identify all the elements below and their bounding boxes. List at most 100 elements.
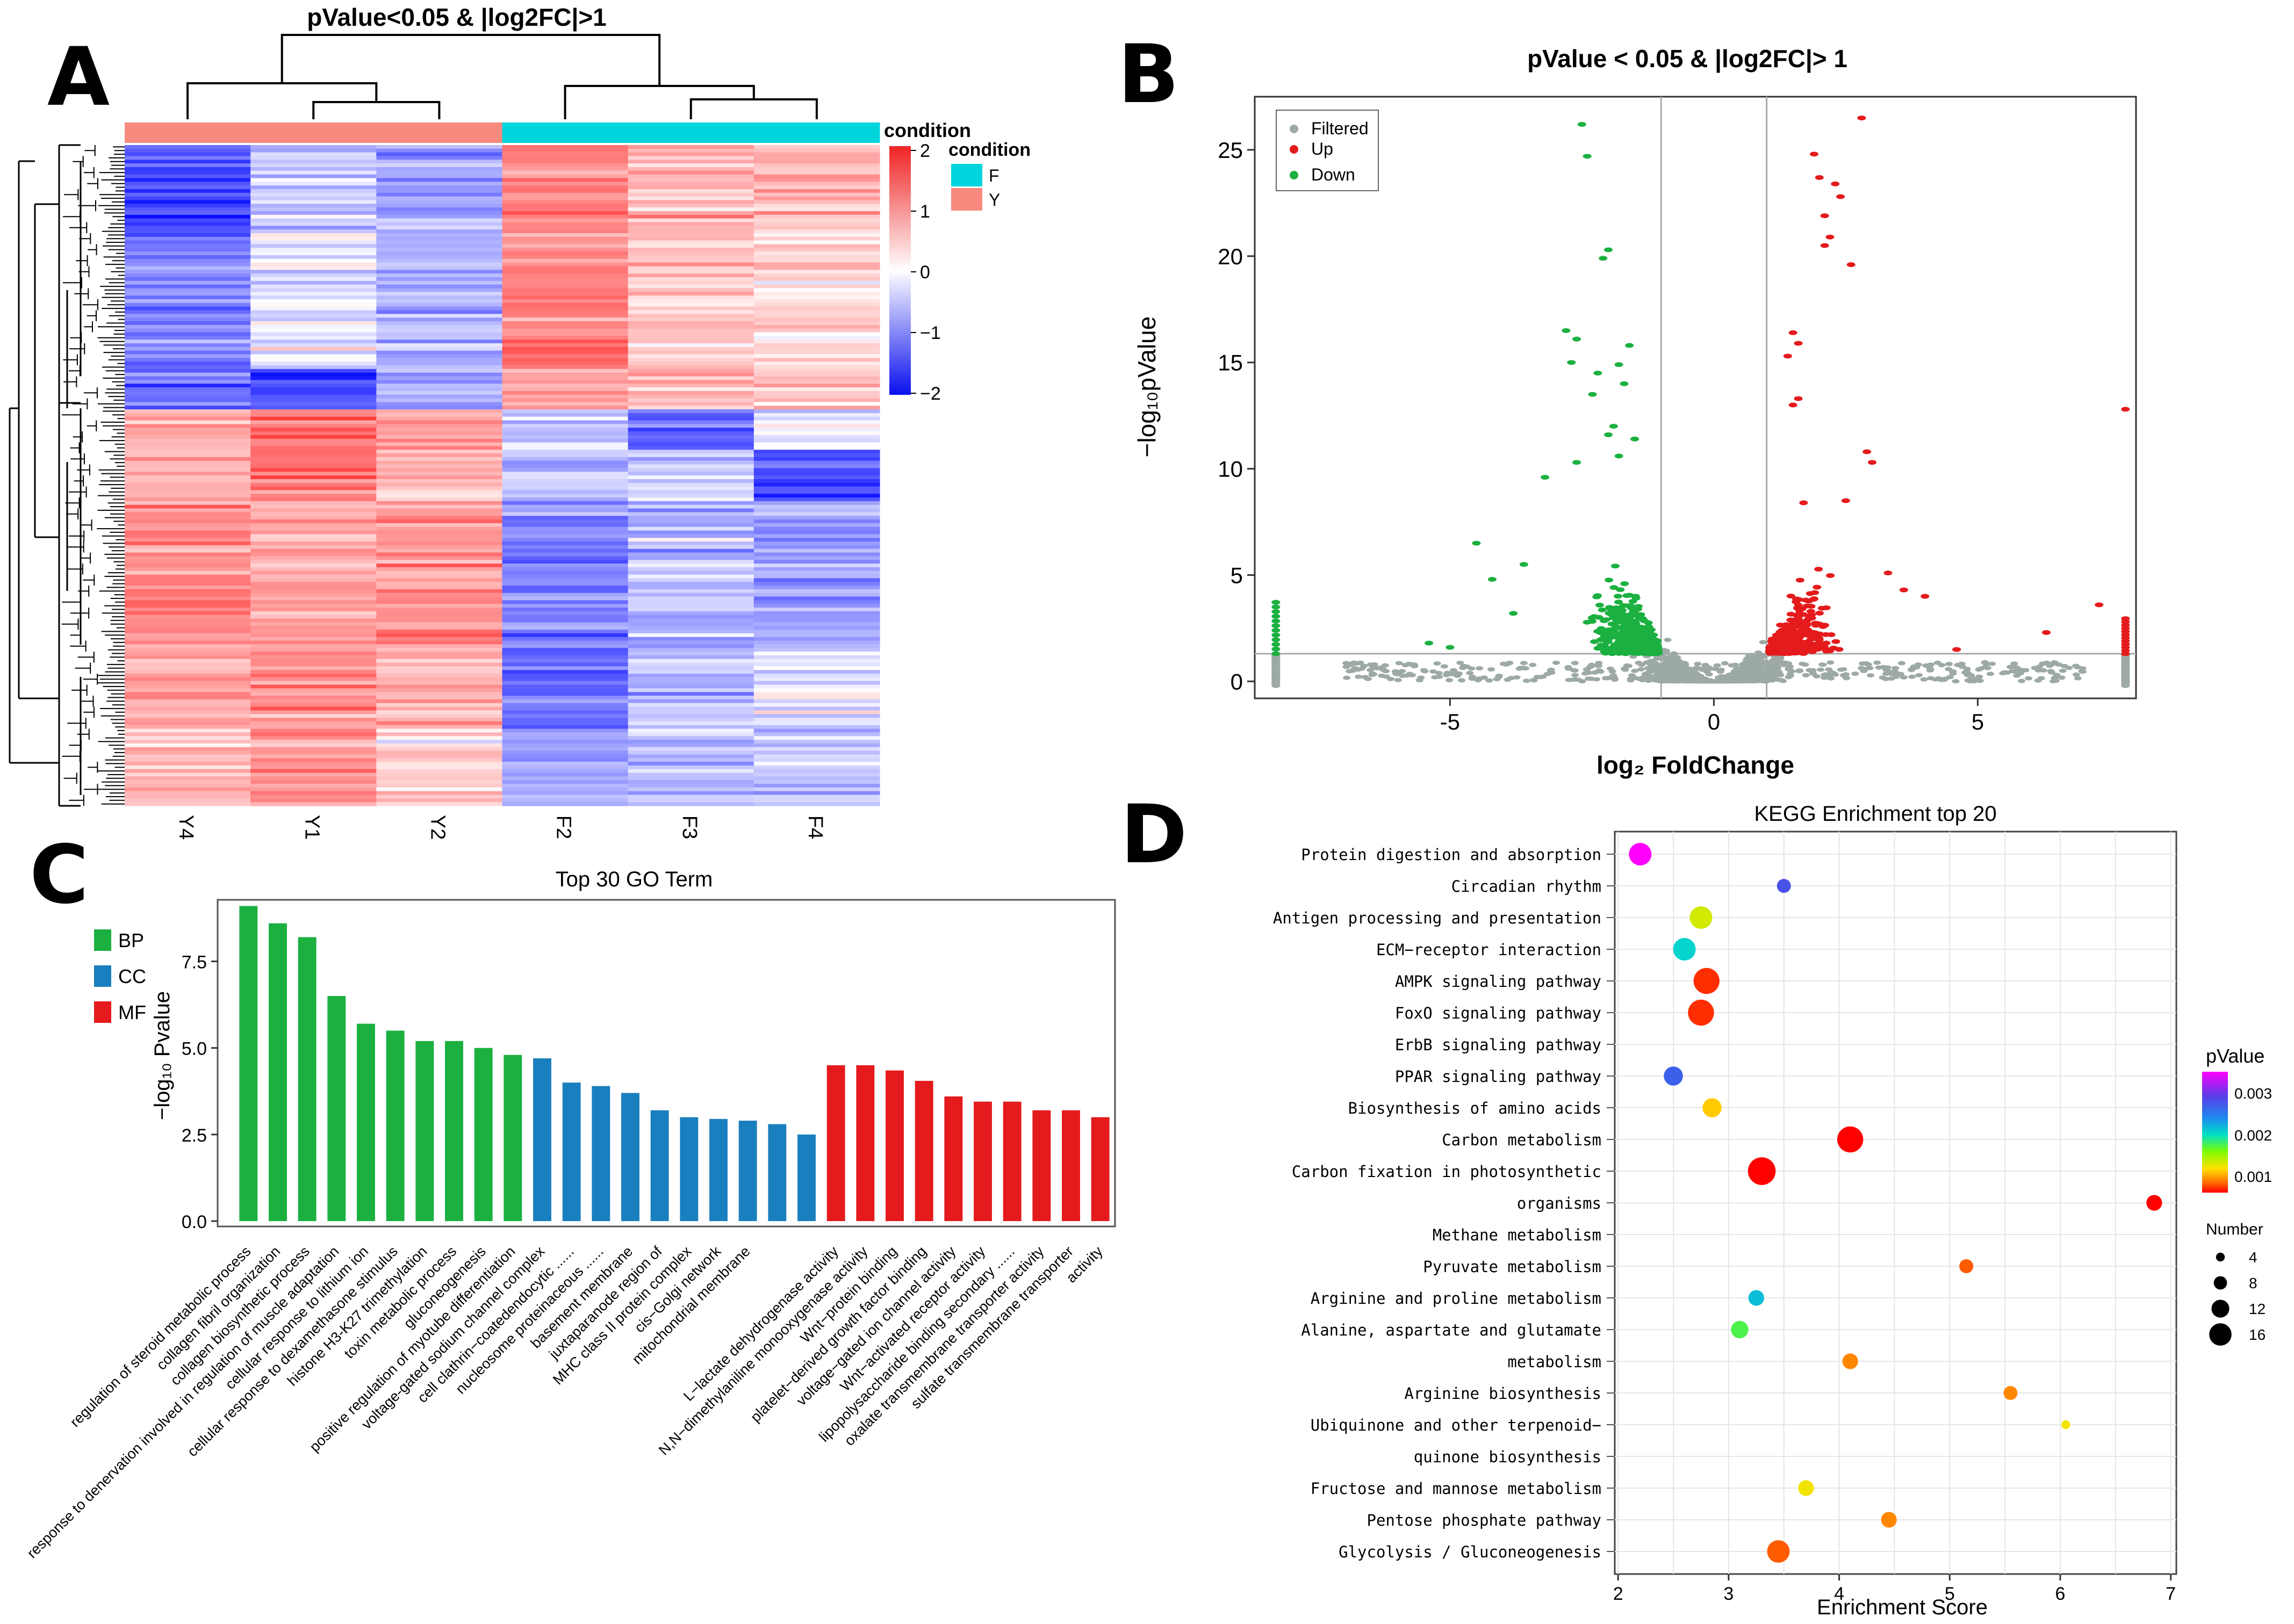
heatmap-cell — [250, 347, 377, 351]
heatmap-cell — [125, 548, 251, 553]
heatmap-cell — [250, 340, 377, 344]
down-point — [1614, 362, 1623, 367]
heatmap-cell — [628, 787, 754, 792]
down-point — [1487, 576, 1497, 582]
heatmap-cell — [125, 270, 251, 274]
heatmap-cell — [753, 567, 880, 572]
go-bar — [738, 1121, 757, 1221]
heatmap-cell — [125, 468, 251, 472]
heatmap-cell — [502, 354, 629, 358]
heatmap-cell — [376, 714, 503, 718]
kegg-row-label: Antigen processing and presentation — [1273, 909, 1601, 927]
down-point — [1620, 381, 1629, 386]
heatmap-cell — [628, 233, 754, 237]
go-bar — [768, 1124, 787, 1221]
down-point — [1271, 618, 1281, 624]
heatmap-cell — [753, 387, 880, 392]
filtered-point — [1364, 676, 1372, 681]
heatmap-cell — [250, 336, 377, 340]
volcano-y-label: −log₁₀pValue — [1133, 316, 1161, 458]
kegg-point — [1837, 1126, 1864, 1153]
heatmap-cell — [753, 504, 880, 509]
number-legend-label: 16 — [2249, 1326, 2266, 1343]
heatmap-cell — [125, 255, 251, 259]
heatmap-cell — [628, 167, 754, 171]
heatmap-cell — [753, 560, 880, 564]
heatmap-cell — [753, 145, 880, 149]
up-point — [1815, 644, 1824, 649]
filtered-point — [1891, 671, 1899, 676]
heatmap-cell — [628, 340, 754, 344]
heatmap-cell — [753, 725, 880, 730]
heatmap-cell — [628, 648, 754, 652]
filtered-point — [1749, 659, 1757, 664]
heatmap-cell — [250, 696, 377, 700]
heatmap-cell — [502, 736, 629, 740]
heatmap-cell — [250, 226, 377, 230]
heatmap-cell — [628, 402, 754, 406]
heatmap-cell — [502, 380, 629, 384]
heatmap-cell — [502, 750, 629, 755]
heatmap-cell — [753, 442, 880, 446]
filtered-point — [1892, 666, 1900, 670]
heatmap-cell — [376, 266, 503, 270]
heatmap-cell — [376, 706, 503, 711]
filtered-point — [1572, 677, 1580, 682]
down-point — [1596, 644, 1605, 649]
heatmap-cell — [502, 604, 629, 608]
heatmap-cell — [502, 160, 629, 164]
heatmap-cell — [753, 200, 880, 204]
column-label: F3 — [678, 815, 701, 839]
heatmap-cell — [753, 218, 880, 223]
filtered-point — [1742, 660, 1750, 665]
down-point — [1610, 564, 1620, 569]
up-point — [1795, 636, 1804, 641]
heatmap-cell — [376, 784, 503, 788]
heatmap-cell — [250, 787, 377, 792]
heatmap-cell — [502, 204, 629, 208]
filtered-point — [1681, 663, 1689, 668]
dendrogram-branch — [59, 144, 81, 807]
kegg-point — [2003, 1386, 2018, 1400]
color-scale-legend: 210−1−2 — [889, 141, 941, 404]
filtered-point — [1826, 660, 1835, 665]
kegg-row-label: Biosynthesis of amino acids — [1348, 1099, 1601, 1117]
kegg-x-tick-label: 4 — [1834, 1584, 1844, 1604]
filtered-point — [1395, 671, 1403, 676]
filtered-point — [1813, 674, 1821, 679]
heatmap-cell — [753, 545, 880, 550]
dendrogram-branch — [34, 203, 59, 538]
heatmap-cell — [125, 317, 251, 322]
heatmap-cell — [753, 622, 880, 626]
heatmap-cell — [628, 152, 754, 157]
heatmap-cell — [628, 655, 754, 660]
column-label: Y1 — [300, 815, 323, 840]
heatmap-cell — [753, 692, 880, 696]
filtered-point — [1370, 672, 1378, 677]
heatmap-cell — [376, 435, 503, 439]
up-point — [1826, 573, 1835, 578]
heatmap-cell — [125, 714, 251, 718]
down-point — [1625, 343, 1634, 348]
filtered-point — [1690, 672, 1698, 677]
down-point — [1626, 603, 1635, 608]
heatmap-cell — [376, 409, 503, 414]
heatmap-cell — [502, 273, 629, 278]
heatmap-cell — [753, 626, 880, 630]
heatmap-cell — [753, 526, 880, 531]
filtered-point — [1900, 675, 1908, 680]
heatmap-cell — [250, 277, 377, 282]
heatmap-cell — [628, 750, 754, 755]
heatmap-cell — [628, 431, 754, 436]
condition-legend-swatch-y — [951, 188, 982, 211]
heatmap-cell — [502, 306, 629, 311]
color-scale-bar — [889, 146, 911, 395]
filtered-point — [1961, 670, 1969, 675]
down-point — [1626, 623, 1635, 629]
heatmap-cell — [628, 802, 754, 806]
heatmap-cell — [376, 567, 503, 572]
kegg-row-label: Circadian rhythm — [1451, 877, 1601, 896]
heatmap-cell — [502, 163, 629, 168]
filtered-point — [1670, 651, 1678, 656]
heatmap-cell — [502, 747, 629, 752]
